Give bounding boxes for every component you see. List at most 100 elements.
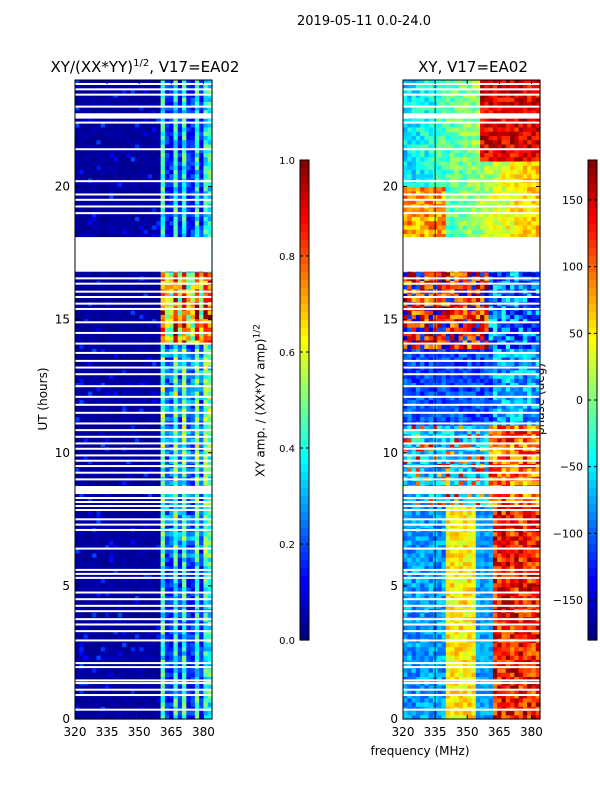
heatmap-cell: [152, 403, 157, 409]
heatmap-cell: [173, 625, 179, 631]
heatmap-cell: [109, 595, 115, 601]
heatmap-cell: [83, 552, 89, 558]
heatmap-cell: [143, 190, 149, 196]
heatmap-cell: [96, 659, 102, 665]
heatmap-cell: [134, 403, 140, 409]
heatmap-cell: [207, 506, 213, 511]
heatmap-cell: [113, 386, 119, 392]
heatmap-cell: [122, 701, 127, 707]
heatmap-cell: [207, 706, 213, 712]
heatmap-cell: [139, 195, 145, 200]
heatmap-cell: [173, 578, 179, 584]
heatmap-cell: [173, 348, 179, 354]
heatmap-cell: [177, 195, 183, 200]
heatmap-cell: [194, 224, 200, 230]
heatmap-cell: [122, 557, 127, 562]
heatmap-cell: [143, 450, 149, 456]
heatmap-cell: [117, 318, 123, 324]
heatmap-cell: [104, 182, 110, 188]
heatmap-cell: [152, 229, 157, 234]
heatmap-cell: [152, 361, 157, 367]
heatmap-cell: [130, 697, 136, 703]
heatmap-cell: [134, 105, 140, 111]
heatmap-cell: [83, 339, 89, 345]
heatmap-cell: [104, 646, 110, 652]
heatmap-cell: [152, 510, 157, 516]
heatmap-cell: [75, 552, 80, 558]
heatmap-cell: [152, 621, 157, 626]
heatmap-cell: [130, 578, 136, 584]
heatmap-cell: [199, 535, 205, 541]
heatmap-cell: [207, 442, 213, 447]
heatmap-cell: [203, 642, 209, 648]
heatmap-cell: [130, 714, 136, 720]
heatmap-cell: [207, 399, 213, 405]
heatmap-cell: [199, 586, 205, 592]
heatmap-cell: [100, 714, 106, 720]
heatmap-cell: [199, 216, 205, 222]
heatmap-cell: [156, 390, 162, 396]
heatmap-cell: [182, 531, 187, 537]
heatmap-cell: [122, 335, 127, 341]
heatmap-cell: [169, 327, 175, 332]
heatmap-cell: [113, 109, 119, 115]
heatmap-cell: [126, 714, 132, 720]
heatmap-cell: [134, 135, 140, 141]
heatmap-cell: [143, 165, 149, 171]
heatmap-cell: [122, 493, 127, 499]
heatmap-cell: [169, 412, 175, 418]
heatmap-cell: [117, 416, 123, 422]
heatmap-cell: [177, 390, 183, 396]
heatmap-cell: [152, 437, 157, 443]
heatmap-cell: [122, 544, 127, 550]
heatmap-cell: [122, 186, 127, 192]
heatmap-cell: [194, 633, 200, 639]
heatmap-cell: [92, 173, 98, 179]
heatmap-cell: [480, 697, 485, 703]
heatmap-cell: [130, 314, 136, 320]
heatmap-cell: [199, 548, 205, 554]
heatmap-cell: [164, 139, 170, 145]
heatmap-cell: [164, 135, 170, 141]
heatmap-cell: [207, 612, 213, 618]
heatmap-cell: [207, 310, 213, 315]
heatmap-cell: [147, 450, 153, 456]
heatmap-cell: [100, 569, 106, 575]
heatmap-cell: [92, 280, 98, 286]
heatmap-cell: [190, 531, 196, 537]
heatmap-cell: [130, 361, 136, 367]
heatmap-cell: [505, 714, 511, 720]
heatmap-cell: [169, 706, 175, 712]
heatmap-cell: [113, 361, 119, 367]
heatmap-cell: [186, 403, 192, 409]
heatmap-cell: [96, 667, 102, 673]
heatmap-cell: [147, 714, 153, 720]
heatmap-cell: [113, 207, 119, 213]
heatmap-cell: [83, 540, 89, 545]
heatmap-cell: [109, 284, 115, 290]
heatmap-cell: [143, 344, 149, 349]
heatmap-cell: [407, 706, 413, 712]
heatmap-cell: [186, 339, 192, 345]
heatmap-cell: [203, 552, 209, 558]
heatmap-cell: [126, 467, 132, 473]
heatmap-cell: [152, 454, 157, 460]
heatmap-cell: [139, 220, 145, 226]
heatmap-cell: [100, 578, 106, 584]
heatmap-cell: [96, 706, 102, 712]
heatmap-cell: [104, 450, 110, 456]
heatmap-cell: [177, 642, 183, 648]
heatmap-cell: [424, 710, 430, 716]
heatmap-cell: [122, 552, 127, 558]
heatmap-cell: [104, 233, 110, 239]
heatmap-cell: [152, 97, 157, 102]
heatmap-cell: [87, 442, 93, 447]
heatmap-cell: [126, 173, 132, 179]
heatmap-cell: [104, 165, 110, 171]
heatmap-cell: [122, 467, 127, 473]
heatmap-cell: [164, 557, 170, 562]
heatmap-cell: [177, 625, 183, 631]
heatmap-cell: [113, 152, 119, 158]
heatmap-cell: [130, 105, 136, 111]
heatmap-cell: [203, 612, 209, 618]
